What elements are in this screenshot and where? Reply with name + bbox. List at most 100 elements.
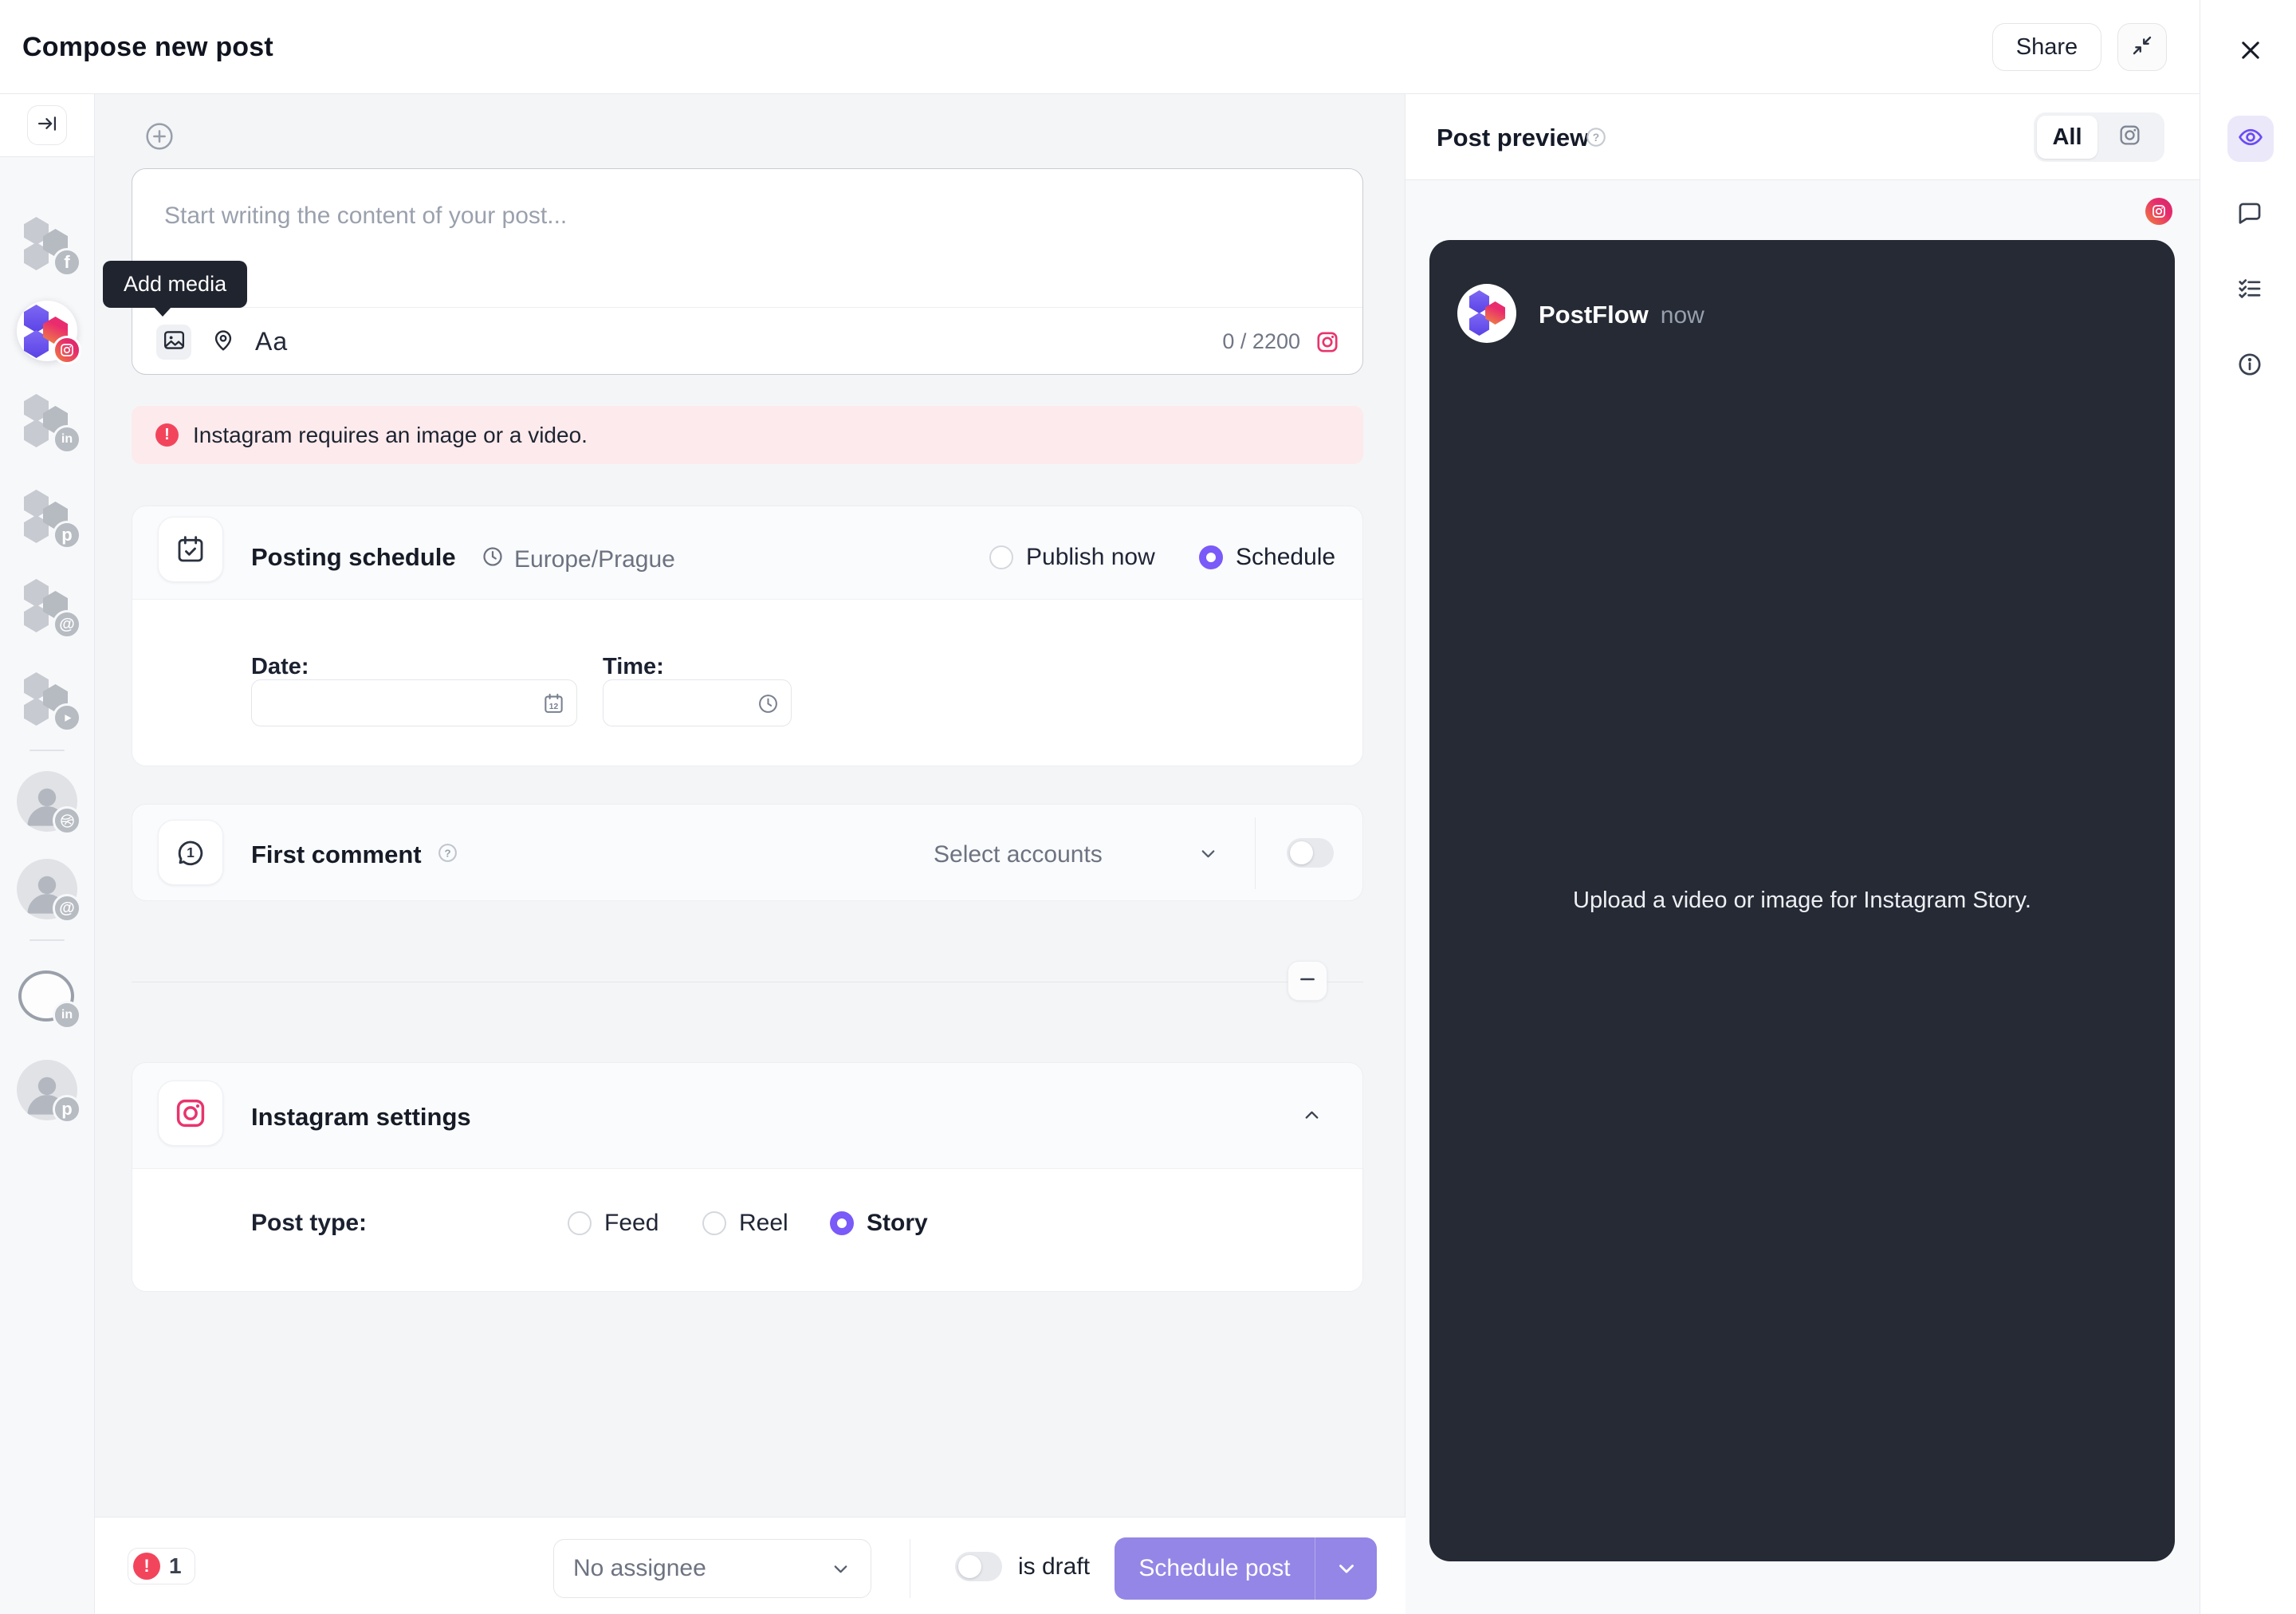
eye-icon	[2237, 124, 2264, 155]
add-media-tooltip: Add media	[103, 261, 248, 317]
validation-banner: ! Instagram requires an image or a video…	[132, 406, 1363, 464]
pinterest-badge-icon: p	[53, 1095, 81, 1124]
divider	[1255, 817, 1256, 889]
clock-icon[interactable]	[757, 692, 780, 719]
issue-count: 1	[169, 1553, 182, 1578]
info-icon	[2236, 351, 2263, 382]
page-title: Compose new post	[22, 32, 273, 62]
post-type-feed-radio[interactable]: Feed	[568, 1210, 659, 1237]
instagram-settings-body: Post type: Feed Reel Story	[132, 1168, 1362, 1291]
schedule-body: Date: 12 Time:	[132, 599, 1362, 766]
schedule-radio[interactable]: Schedule	[1199, 544, 1335, 571]
sidebar-account-pinterest[interactable]: p	[17, 486, 81, 549]
clock-icon	[481, 545, 505, 575]
story-empty-state: Upload a video or image for Instagram St…	[1573, 888, 2031, 913]
sidebar-account-facebook[interactable]: f	[17, 213, 81, 277]
validation-message: Instagram requires an image or a video.	[193, 422, 588, 447]
feed-label: Feed	[604, 1210, 659, 1236]
chevron-up-icon[interactable]	[1301, 1104, 1323, 1130]
radio-checked	[830, 1211, 854, 1235]
instagram-badge-icon	[53, 336, 81, 364]
radio-unchecked	[702, 1211, 726, 1235]
help-icon[interactable]: ?	[436, 841, 459, 864]
rail-tab-comments[interactable]	[2235, 201, 2264, 230]
preview-tab-all[interactable]: All	[2037, 116, 2097, 159]
close-button[interactable]	[2232, 33, 2269, 70]
calendar-check-icon	[158, 517, 223, 582]
sidebar-account-threads[interactable]: @	[17, 575, 81, 639]
story-timestamp: now	[1660, 302, 1704, 329]
select-accounts-dropdown[interactable]: Select accounts	[934, 841, 1103, 868]
alert-circle-icon: !	[133, 1553, 160, 1580]
collapse-section-button[interactable]	[1288, 961, 1327, 1001]
rail-tab-preview[interactable]	[2227, 116, 2274, 162]
schedule-radio-label: Schedule	[1236, 544, 1336, 570]
is-draft-toggle[interactable]	[955, 1552, 1002, 1581]
share-button-label: Share	[2015, 33, 2078, 60]
threads-badge-icon: @	[53, 894, 81, 923]
date-input[interactable]	[252, 680, 576, 726]
assignee-label: No assignee	[573, 1555, 706, 1581]
chevron-down-icon[interactable]	[1197, 843, 1219, 868]
all-tab-label: All	[2052, 124, 2082, 150]
plus-circle-icon	[144, 123, 175, 155]
chevron-down-icon	[834, 1565, 847, 1573]
compose-editor: Aa 0 / 2200	[132, 168, 1363, 375]
publish-now-radio[interactable]: Publish now	[989, 544, 1155, 571]
svg-text:?: ?	[1593, 132, 1599, 144]
svg-text:12: 12	[549, 703, 559, 711]
sidebar-account-threads-profile[interactable]: @	[17, 859, 81, 923]
draft-control: is draft	[955, 1552, 1090, 1581]
instagram-platform-badge	[2145, 198, 2172, 225]
post-content-input[interactable]	[132, 169, 1362, 306]
sidebar-account-instagram-active[interactable]	[17, 301, 81, 364]
composer-column: Aa 0 / 2200 Add media ! Instagram requir…	[95, 94, 1406, 1614]
radio-unchecked	[568, 1211, 592, 1235]
assignee-dropdown[interactable]: No assignee	[553, 1539, 871, 1598]
schedule-post-label: Schedule post	[1138, 1555, 1291, 1581]
add-version-button[interactable]	[144, 120, 175, 152]
add-media-button[interactable]	[156, 324, 191, 360]
svg-text:?: ?	[444, 847, 450, 859]
radio-unchecked	[989, 545, 1013, 569]
post-type-reel-radio[interactable]: Reel	[702, 1210, 788, 1237]
preview-rail	[2200, 0, 2296, 1614]
timezone-label: Europe/Prague	[481, 545, 675, 575]
time-label: Time:	[603, 654, 664, 679]
schedule-post-button[interactable]: Schedule post	[1115, 1537, 1315, 1600]
sidebar-divider	[29, 750, 65, 751]
add-location-button[interactable]	[210, 327, 236, 356]
map-pin-icon	[210, 327, 236, 356]
chevron-down-icon	[1339, 1565, 1354, 1573]
first-comment-icon: 1	[158, 820, 223, 885]
share-button[interactable]: Share	[1992, 23, 2101, 71]
linkedin-badge-icon: in	[53, 425, 81, 454]
schedule-post-options-button[interactable]	[1315, 1537, 1377, 1600]
posting-schedule-card: Posting schedule Europe/Prague Publish n…	[132, 506, 1363, 766]
first-comment-toggle[interactable]	[1287, 838, 1334, 868]
sidebar-account-youtube[interactable]	[17, 668, 81, 732]
sidebar-account-linkedin[interactable]: in	[17, 390, 81, 454]
first-comment-card: 1 First comment ? Select accounts	[132, 804, 1363, 901]
select-accounts-label: Select accounts	[934, 841, 1103, 868]
account-name: PostFlow	[1539, 301, 1649, 329]
post-type-story-radio[interactable]: Story	[830, 1210, 928, 1237]
minimize-button[interactable]	[2117, 23, 2167, 71]
radio-checked	[1199, 545, 1223, 569]
sidebar-account-linkedin-empty[interactable]: in	[17, 966, 81, 1029]
issues-chip[interactable]: ! 1	[128, 1548, 195, 1584]
preview-tab-instagram[interactable]	[2097, 123, 2161, 152]
text-style-button[interactable]: Aa	[255, 327, 288, 356]
help-icon[interactable]: ?	[1584, 125, 1608, 149]
sidebar-account-dribbble[interactable]	[17, 771, 81, 835]
rail-tab-checklist[interactable]	[2235, 276, 2264, 305]
calendar-icon[interactable]: 12	[542, 692, 565, 719]
tooltip-label: Add media	[124, 272, 227, 296]
date-label: Date:	[251, 654, 309, 679]
comment-icon	[2236, 200, 2263, 231]
preview-network-switch: All	[2034, 112, 2164, 162]
rail-tab-info[interactable]	[2235, 352, 2264, 380]
expand-sidebar-button[interactable]	[27, 105, 67, 145]
sidebar-account-pinterest-profile[interactable]: p	[17, 1060, 81, 1124]
